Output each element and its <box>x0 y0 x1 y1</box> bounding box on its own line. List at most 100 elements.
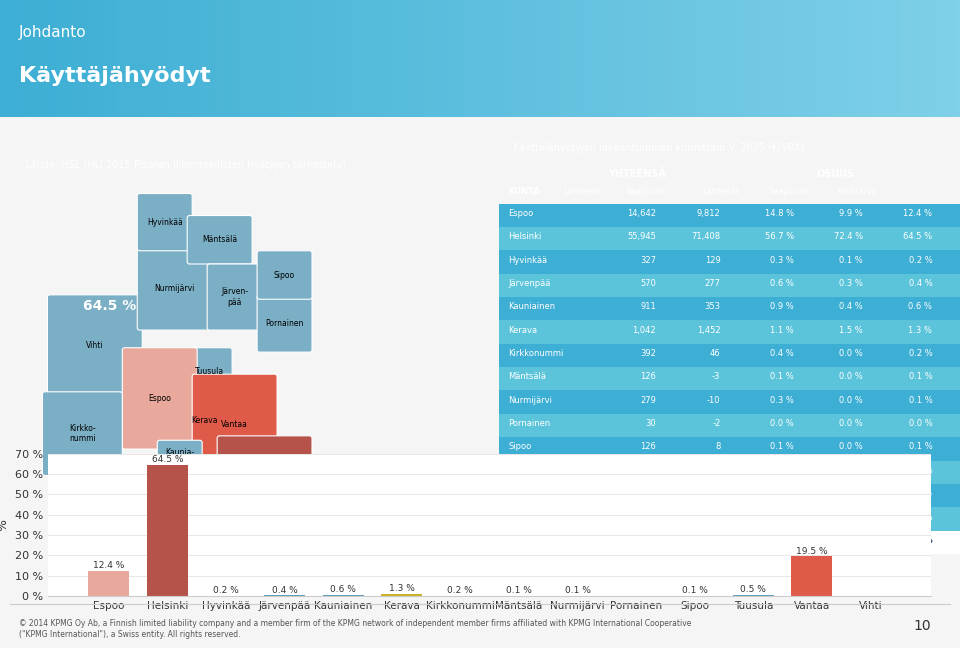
Text: 19.5 %: 19.5 % <box>796 547 828 555</box>
Text: Helsinki: Helsinki <box>250 473 279 482</box>
Text: 0.3 %: 0.3 % <box>770 396 794 405</box>
Text: 0.0 %: 0.0 % <box>770 419 794 428</box>
Bar <box>381 594 422 596</box>
Text: 118: 118 <box>640 513 656 522</box>
Text: 126: 126 <box>640 373 656 382</box>
Text: OSUUS: OSUUS <box>816 169 854 179</box>
Text: 1.3 %: 1.3 % <box>908 326 932 334</box>
FancyBboxPatch shape <box>499 343 960 367</box>
Text: 277: 277 <box>705 279 720 288</box>
Text: 327: 327 <box>640 255 656 264</box>
Text: Sipoo: Sipoo <box>509 443 532 452</box>
Text: 353: 353 <box>705 303 720 311</box>
Text: 0.0 %: 0.0 % <box>839 419 863 428</box>
Text: 71,408: 71,408 <box>691 232 720 241</box>
Text: Hyvinkää: Hyvinkää <box>509 255 547 264</box>
Text: 0.0 %: 0.0 % <box>839 373 863 382</box>
Text: 0.4 %: 0.4 % <box>272 586 298 594</box>
Text: 0.0 %: 0.0 % <box>839 349 863 358</box>
Text: 0.0 %: 0.0 % <box>839 513 863 522</box>
Text: 98,655: 98,655 <box>627 536 656 545</box>
Text: KUNTA: KUNTA <box>509 187 540 196</box>
Text: Mäntsälä: Mäntsälä <box>203 235 237 244</box>
Y-axis label: %: % <box>0 519 10 531</box>
Text: Nurmijärvi: Nurmijärvi <box>155 284 195 293</box>
Text: Helsinki: Helsinki <box>509 232 541 241</box>
Text: Järvenpää: Järvenpää <box>509 279 551 288</box>
Text: 55,945: 55,945 <box>627 232 656 241</box>
Text: Kirkko-
nummi: Kirkko- nummi <box>69 424 96 443</box>
FancyBboxPatch shape <box>257 295 312 352</box>
Text: 10: 10 <box>914 619 931 634</box>
Text: 1,042: 1,042 <box>633 326 656 334</box>
Text: Kaunia-
inen: Kaunia- inen <box>165 448 194 468</box>
FancyBboxPatch shape <box>47 295 142 396</box>
Text: Vihti: Vihti <box>509 513 527 522</box>
Text: 100.0 %: 100.0 % <box>760 536 794 545</box>
FancyBboxPatch shape <box>122 348 197 449</box>
FancyBboxPatch shape <box>499 531 960 554</box>
Text: 0.6 %: 0.6 % <box>770 279 794 288</box>
Text: 30: 30 <box>645 419 656 428</box>
Text: 0.2 %: 0.2 % <box>839 466 863 475</box>
Text: Käyttäjähyötyjen jakaantuminen kunnittain V. 2025 (€/VRK): Käyttäjähyötyjen jakaantuminen kunnittai… <box>513 143 804 153</box>
Text: Saapuvat: Saapuvat <box>768 187 808 196</box>
Text: 1.5 %: 1.5 % <box>839 326 863 334</box>
Bar <box>323 595 364 596</box>
Text: 0.4 %: 0.4 % <box>839 303 863 311</box>
Text: 100.0 %: 100.0 % <box>829 536 863 545</box>
Text: 15.2 %: 15.2 % <box>834 489 863 498</box>
Text: 0.5 %: 0.5 % <box>908 466 932 475</box>
FancyBboxPatch shape <box>499 297 960 320</box>
FancyBboxPatch shape <box>499 461 960 484</box>
Text: 12.4 %: 12.4 % <box>93 561 125 570</box>
Text: Lähde: HSL (HLJ 2015 Pisaran liikenteellisten hyötyjen tarkastelu): Lähde: HSL (HLJ 2015 Pisaran liikenteell… <box>25 161 346 170</box>
Text: 392: 392 <box>640 349 656 358</box>
Text: 19.5 %: 19.5 % <box>903 489 932 498</box>
FancyBboxPatch shape <box>187 348 232 396</box>
FancyBboxPatch shape <box>137 194 192 251</box>
Text: -3: -3 <box>712 373 720 382</box>
Text: 0.1 %: 0.1 % <box>682 586 708 595</box>
Text: Käyttäjähyödyt: Käyttäjähyödyt <box>19 66 211 86</box>
Text: 126: 126 <box>640 443 656 452</box>
Text: 737: 737 <box>639 466 656 475</box>
Text: 14,991: 14,991 <box>691 489 720 498</box>
Text: -2: -2 <box>712 419 720 428</box>
Text: Lähtevät: Lähtevät <box>564 187 601 196</box>
Text: -10: -10 <box>707 396 720 405</box>
FancyBboxPatch shape <box>499 484 960 507</box>
Text: Vantaa: Vantaa <box>509 489 538 498</box>
Text: Espoo: Espoo <box>148 394 171 403</box>
Text: 570: 570 <box>640 279 656 288</box>
FancyBboxPatch shape <box>499 320 960 343</box>
Text: Kerava: Kerava <box>191 416 218 425</box>
Text: Kerava: Kerava <box>509 326 538 334</box>
Bar <box>732 595 774 596</box>
Text: 0.2 %: 0.2 % <box>908 255 932 264</box>
Bar <box>88 571 130 596</box>
Text: 0.1 %: 0.1 % <box>770 513 794 522</box>
Text: 72.4 %: 72.4 % <box>834 232 863 241</box>
FancyBboxPatch shape <box>217 436 312 520</box>
Text: 0.0 %: 0.0 % <box>839 443 863 452</box>
Text: 1,452: 1,452 <box>697 326 720 334</box>
Text: Lähtevät: Lähtevät <box>702 187 739 196</box>
Text: -44: -44 <box>707 513 720 522</box>
Text: Vihti: Vihti <box>86 341 104 350</box>
Text: 0.1 %: 0.1 % <box>908 396 932 405</box>
FancyBboxPatch shape <box>499 203 960 227</box>
Text: Järven-
pää: Järven- pää <box>221 287 248 307</box>
Text: 0.6 %: 0.6 % <box>908 303 932 311</box>
Text: 0.1 %: 0.1 % <box>770 373 794 382</box>
Text: Pornainen: Pornainen <box>509 419 551 428</box>
Text: 0.2 %: 0.2 % <box>447 586 473 595</box>
Text: Vantaa: Vantaa <box>221 421 248 430</box>
Text: 1.1 %: 1.1 % <box>770 326 794 334</box>
Text: 129: 129 <box>705 255 720 264</box>
Text: Yhteensä: Yhteensä <box>509 536 547 545</box>
FancyBboxPatch shape <box>157 440 203 476</box>
FancyBboxPatch shape <box>499 367 960 391</box>
Text: 56.7 %: 56.7 % <box>765 232 794 241</box>
Text: 8: 8 <box>715 443 720 452</box>
